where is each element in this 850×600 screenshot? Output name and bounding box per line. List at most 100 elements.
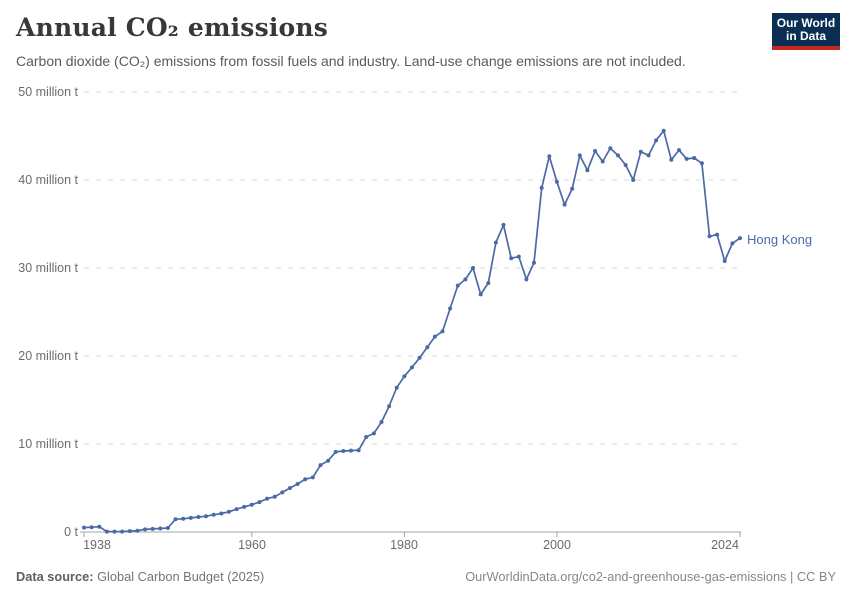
data-point[interactable] [524, 277, 529, 282]
data-point[interactable] [326, 458, 331, 463]
data-point[interactable] [310, 475, 315, 480]
data-point[interactable] [379, 420, 384, 424]
data-point[interactable] [234, 507, 239, 512]
data-point[interactable] [402, 374, 407, 379]
data-point[interactable] [486, 281, 491, 285]
data-point[interactable] [684, 156, 689, 161]
data-point[interactable] [669, 157, 674, 162]
data-point[interactable] [204, 514, 208, 519]
data-point[interactable] [356, 448, 361, 453]
data-point[interactable] [654, 138, 659, 143]
data-point[interactable] [295, 482, 300, 486]
data-point[interactable] [143, 527, 147, 532]
data-point[interactable] [242, 504, 247, 509]
data-point[interactable] [448, 306, 453, 311]
data-point[interactable] [715, 232, 720, 237]
data-point[interactable] [570, 186, 575, 191]
data-point[interactable] [257, 500, 262, 505]
data-point[interactable] [211, 512, 216, 517]
data-point[interactable] [265, 496, 270, 501]
x-axis-label-1960: 1960 [238, 538, 266, 552]
data-point[interactable] [150, 526, 155, 531]
series-label-hong-kong[interactable]: Hong Kong [747, 232, 813, 247]
data-point[interactable] [188, 515, 193, 520]
data-point[interactable] [677, 148, 681, 153]
data-point[interactable] [577, 153, 582, 158]
data-point[interactable] [349, 448, 353, 453]
data-point[interactable] [120, 529, 125, 534]
page-title: Annual CO₂ emissions [16, 13, 329, 42]
x-axis-label-2024: 2024 [711, 538, 739, 552]
data-point[interactable] [539, 185, 544, 190]
data-point[interactable] [562, 202, 567, 207]
data-point[interactable] [638, 149, 643, 154]
data-point[interactable] [600, 159, 605, 164]
logo-line-2: in Data [785, 29, 826, 43]
data-point[interactable] [722, 259, 727, 263]
data-point[interactable] [226, 509, 231, 514]
data-point[interactable] [97, 524, 102, 529]
data-point[interactable] [425, 345, 430, 350]
data-point[interactable] [135, 528, 140, 533]
data-point[interactable] [554, 179, 559, 184]
data-point[interactable] [387, 404, 392, 409]
data-point[interactable] [455, 283, 460, 288]
data-point[interactable] [249, 502, 254, 507]
y-axis-label-30: 30 million t [18, 261, 78, 275]
data-point[interactable] [219, 511, 224, 516]
data-point[interactable] [516, 254, 521, 259]
data-point[interactable] [410, 365, 414, 370]
data-point[interactable] [104, 529, 109, 534]
data-point[interactable] [82, 525, 86, 530]
data-point[interactable] [608, 146, 613, 151]
data-point[interactable] [341, 449, 346, 453]
data-point[interactable] [707, 234, 712, 239]
data-point[interactable] [288, 486, 292, 490]
data-point[interactable] [280, 490, 285, 495]
data-point[interactable] [463, 277, 468, 282]
data-point[interactable] [318, 463, 323, 468]
data-point[interactable] [616, 153, 620, 158]
data-point[interactable] [165, 526, 170, 530]
data-point[interactable] [471, 266, 475, 270]
data-point[interactable] [501, 222, 506, 227]
data-point[interactable] [112, 529, 117, 534]
data-point[interactable] [417, 355, 422, 360]
data-point[interactable] [364, 435, 369, 439]
data-point[interactable] [272, 494, 277, 499]
data-point[interactable] [692, 156, 697, 160]
data-point[interactable] [730, 241, 735, 246]
data-point[interactable] [432, 334, 437, 339]
data-point[interactable] [127, 529, 132, 534]
data-point[interactable] [181, 516, 186, 521]
data-point[interactable] [509, 256, 514, 261]
data-point[interactable] [394, 385, 399, 390]
data-point[interactable] [646, 153, 651, 158]
data-point[interactable] [440, 329, 445, 334]
data-point[interactable] [493, 240, 498, 245]
data-point[interactable] [333, 449, 338, 454]
data-point[interactable] [196, 515, 201, 519]
data-point[interactable] [532, 260, 536, 265]
series-line[interactable] [83, 129, 741, 533]
data-point[interactable] [303, 477, 308, 482]
data-point[interactable] [173, 517, 178, 522]
data-point[interactable] [478, 292, 483, 297]
credit-link[interactable]: OurWorldinData.org/co2-and-greenhouse-ga… [465, 569, 836, 584]
data-point[interactable] [661, 128, 666, 133]
data-point[interactable] [547, 154, 552, 159]
owid-logo[interactable]: Our World in Data [772, 13, 840, 50]
data-point[interactable] [699, 161, 704, 166]
data-point[interactable] [631, 178, 636, 182]
data-point[interactable] [593, 149, 598, 153]
data-point[interactable] [89, 525, 94, 530]
data-point[interactable] [738, 236, 742, 241]
x-axis-label-1938: 1938 [83, 538, 111, 552]
data-point[interactable] [158, 526, 163, 531]
data-point[interactable] [371, 431, 376, 436]
data-point[interactable] [585, 168, 590, 173]
logo-line-1: Our World [776, 16, 836, 30]
data-point[interactable] [623, 163, 628, 167]
y-axis-label-50: 50 million t [18, 85, 78, 99]
